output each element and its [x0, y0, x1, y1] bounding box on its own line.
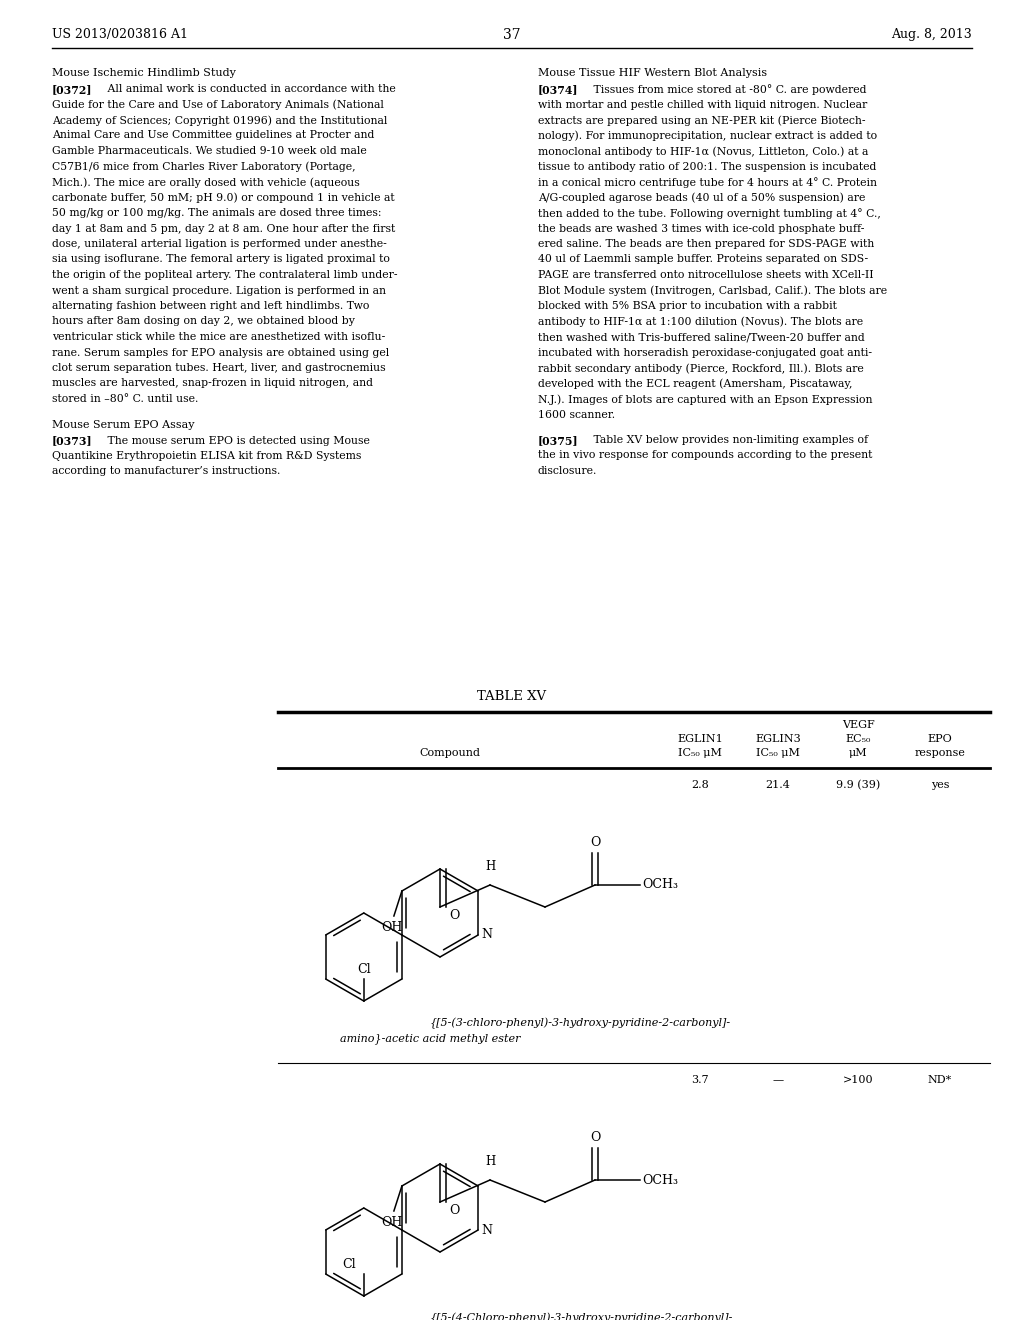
Text: IC₅₀ μM: IC₅₀ μM	[756, 748, 800, 758]
Text: yes: yes	[931, 780, 949, 789]
Text: 37: 37	[503, 28, 521, 42]
Text: blocked with 5% BSA prior to incubation with a rabbit: blocked with 5% BSA prior to incubation …	[538, 301, 837, 312]
Text: amino}-acetic acid methyl ester: amino}-acetic acid methyl ester	[340, 1034, 520, 1044]
Text: Aug. 8, 2013: Aug. 8, 2013	[891, 28, 972, 41]
Text: C57B1/6 mice from Charles River Laboratory (Portage,: C57B1/6 mice from Charles River Laborato…	[52, 161, 355, 172]
Text: Animal Care and Use Committee guidelines at Procter and: Animal Care and Use Committee guidelines…	[52, 131, 375, 140]
Text: [0374]: [0374]	[538, 84, 579, 95]
Text: then washed with Tris-buffered saline/Tween-20 buffer and: then washed with Tris-buffered saline/Tw…	[538, 333, 864, 342]
Text: TABLE XV: TABLE XV	[477, 690, 547, 704]
Text: the origin of the popliteal artery. The contralateral limb under-: the origin of the popliteal artery. The …	[52, 271, 397, 280]
Text: day 1 at 8am and 5 pm, day 2 at 8 am. One hour after the first: day 1 at 8am and 5 pm, day 2 at 8 am. On…	[52, 223, 395, 234]
Text: The mouse serum EPO is detected using Mouse: The mouse serum EPO is detected using Mo…	[97, 436, 370, 446]
Text: [0373]: [0373]	[52, 436, 92, 446]
Text: {[5-(3-chloro-phenyl)-3-hydroxy-pyridine-2-carbonyl]-: {[5-(3-chloro-phenyl)-3-hydroxy-pyridine…	[430, 1018, 731, 1030]
Text: Blot Module system (Invitrogen, Carlsbad, Calif.). The blots are: Blot Module system (Invitrogen, Carlsbad…	[538, 285, 887, 296]
Text: PAGE are transferred onto nitrocellulose sheets with XCell-II: PAGE are transferred onto nitrocellulose…	[538, 271, 873, 280]
Text: EGLIN1: EGLIN1	[677, 734, 723, 744]
Text: [0375]: [0375]	[538, 436, 579, 446]
Text: 1600 scanner.: 1600 scanner.	[538, 409, 615, 420]
Text: went a sham surgical procedure. Ligation is performed in an: went a sham surgical procedure. Ligation…	[52, 285, 386, 296]
Text: then added to the tube. Following overnight tumbling at 4° C.,: then added to the tube. Following overni…	[538, 209, 881, 219]
Text: ered saline. The beads are then prepared for SDS-PAGE with: ered saline. The beads are then prepared…	[538, 239, 874, 249]
Text: N: N	[481, 928, 493, 941]
Text: {[5-(4-Chloro-phenyl)-3-hydroxy-pyridine-2-carbonyl]-: {[5-(4-Chloro-phenyl)-3-hydroxy-pyridine…	[430, 1313, 733, 1320]
Text: clot serum separation tubes. Heart, liver, and gastrocnemius: clot serum separation tubes. Heart, live…	[52, 363, 386, 374]
Text: dose, unilateral arterial ligation is performed under anesthe-: dose, unilateral arterial ligation is pe…	[52, 239, 387, 249]
Text: in a conical micro centrifuge tube for 4 hours at 4° C. Protein: in a conical micro centrifuge tube for 4…	[538, 177, 877, 187]
Text: Guide for the Care and Use of Laboratory Animals (National: Guide for the Care and Use of Laboratory…	[52, 99, 384, 110]
Text: US 2013/0203816 A1: US 2013/0203816 A1	[52, 28, 188, 41]
Text: All animal work is conducted in accordance with the: All animal work is conducted in accordan…	[97, 84, 395, 94]
Text: N: N	[481, 1224, 493, 1237]
Text: Mouse Ischemic Hindlimb Study: Mouse Ischemic Hindlimb Study	[52, 69, 236, 78]
Text: >100: >100	[843, 1074, 873, 1085]
Text: H: H	[485, 1155, 496, 1168]
Text: O: O	[449, 909, 460, 921]
Text: 9.9 (39): 9.9 (39)	[836, 780, 880, 791]
Text: Mouse Tissue HIF Western Blot Analysis: Mouse Tissue HIF Western Blot Analysis	[538, 69, 767, 78]
Text: [0372]: [0372]	[52, 84, 92, 95]
Text: H: H	[485, 861, 496, 873]
Text: developed with the ECL reagent (Amersham, Piscataway,: developed with the ECL reagent (Amersham…	[538, 379, 853, 389]
Text: ventricular stick while the mice are anesthetized with isoflu-: ventricular stick while the mice are ane…	[52, 333, 385, 342]
Text: Tissues from mice stored at -80° C. are powdered: Tissues from mice stored at -80° C. are …	[583, 84, 866, 95]
Text: Mich.). The mice are orally dosed with vehicle (aqueous: Mich.). The mice are orally dosed with v…	[52, 177, 359, 187]
Text: carbonate buffer, 50 mM; pH 9.0) or compound 1 in vehicle at: carbonate buffer, 50 mM; pH 9.0) or comp…	[52, 193, 394, 203]
Text: Gamble Pharmaceuticals. We studied 9-10 week old male: Gamble Pharmaceuticals. We studied 9-10 …	[52, 147, 367, 156]
Text: antibody to HIF-1α at 1:100 dilution (Novus). The blots are: antibody to HIF-1α at 1:100 dilution (No…	[538, 317, 863, 327]
Text: sia using isoflurane. The femoral artery is ligated proximal to: sia using isoflurane. The femoral artery…	[52, 255, 390, 264]
Text: O: O	[449, 1204, 460, 1217]
Text: Cl: Cl	[357, 964, 371, 975]
Text: EGLIN3: EGLIN3	[755, 734, 801, 744]
Text: ND*: ND*	[928, 1074, 952, 1085]
Text: —: —	[772, 1074, 783, 1085]
Text: EC₅₀: EC₅₀	[846, 734, 870, 744]
Text: tissue to antibody ratio of 200:1. The suspension is incubated: tissue to antibody ratio of 200:1. The s…	[538, 161, 877, 172]
Text: OCH₃: OCH₃	[642, 1173, 678, 1187]
Text: according to manufacturer’s instructions.: according to manufacturer’s instructions…	[52, 466, 281, 477]
Text: extracts are prepared using an NE-PER kit (Pierce Biotech-: extracts are prepared using an NE-PER ki…	[538, 115, 865, 125]
Text: Academy of Sciences; Copyright 01996) and the Institutional: Academy of Sciences; Copyright 01996) an…	[52, 115, 387, 125]
Text: EPO: EPO	[928, 734, 952, 744]
Text: Cl: Cl	[342, 1258, 355, 1271]
Text: 21.4: 21.4	[766, 780, 791, 789]
Text: 50 mg/kg or 100 mg/kg. The animals are dosed three times:: 50 mg/kg or 100 mg/kg. The animals are d…	[52, 209, 382, 218]
Text: response: response	[914, 748, 966, 758]
Text: 2.8: 2.8	[691, 780, 709, 789]
Text: OH: OH	[381, 921, 402, 935]
Text: OCH₃: OCH₃	[642, 879, 678, 891]
Text: rane. Serum samples for EPO analysis are obtained using gel: rane. Serum samples for EPO analysis are…	[52, 347, 389, 358]
Text: stored in –80° C. until use.: stored in –80° C. until use.	[52, 393, 199, 404]
Text: OH: OH	[381, 1216, 402, 1229]
Text: muscles are harvested, snap-frozen in liquid nitrogen, and: muscles are harvested, snap-frozen in li…	[52, 379, 373, 388]
Text: the beads are washed 3 times with ice-cold phosphate buff-: the beads are washed 3 times with ice-co…	[538, 223, 864, 234]
Text: 3.7: 3.7	[691, 1074, 709, 1085]
Text: hours after 8am dosing on day 2, we obtained blood by: hours after 8am dosing on day 2, we obta…	[52, 317, 355, 326]
Text: disclosure.: disclosure.	[538, 466, 597, 477]
Text: O: O	[590, 836, 600, 849]
Text: Mouse Serum EPO Assay: Mouse Serum EPO Assay	[52, 420, 195, 429]
Text: alternating fashion between right and left hindlimbs. Two: alternating fashion between right and le…	[52, 301, 370, 312]
Text: monoclonal antibody to HIF-1α (Novus, Littleton, Colo.) at a: monoclonal antibody to HIF-1α (Novus, Li…	[538, 147, 868, 157]
Text: Table XV below provides non-limiting examples of: Table XV below provides non-limiting exa…	[583, 436, 868, 445]
Text: O: O	[590, 1131, 600, 1144]
Text: nology). For immunoprecipitation, nuclear extract is added to: nology). For immunoprecipitation, nuclea…	[538, 131, 878, 141]
Text: with mortar and pestle chilled with liquid nitrogen. Nuclear: with mortar and pestle chilled with liqu…	[538, 99, 867, 110]
Text: rabbit secondary antibody (Pierce, Rockford, Ill.). Blots are: rabbit secondary antibody (Pierce, Rockf…	[538, 363, 864, 374]
Text: the in vivo response for compounds according to the present: the in vivo response for compounds accor…	[538, 450, 872, 461]
Text: A/G-coupled agarose beads (40 ul of a 50% suspension) are: A/G-coupled agarose beads (40 ul of a 50…	[538, 193, 865, 203]
Text: N.J.). Images of blots are captured with an Epson Expression: N.J.). Images of blots are captured with…	[538, 393, 872, 404]
Text: Quantikine Erythropoietin ELISA kit from R&D Systems: Quantikine Erythropoietin ELISA kit from…	[52, 451, 361, 461]
Text: IC₅₀ μM: IC₅₀ μM	[678, 748, 722, 758]
Text: 40 ul of Laemmli sample buffer. Proteins separated on SDS-: 40 ul of Laemmli sample buffer. Proteins…	[538, 255, 868, 264]
Text: Compound: Compound	[420, 748, 480, 758]
Text: μM: μM	[849, 748, 867, 758]
Text: VEGF: VEGF	[842, 719, 874, 730]
Text: incubated with horseradish peroxidase-conjugated goat anti-: incubated with horseradish peroxidase-co…	[538, 347, 872, 358]
